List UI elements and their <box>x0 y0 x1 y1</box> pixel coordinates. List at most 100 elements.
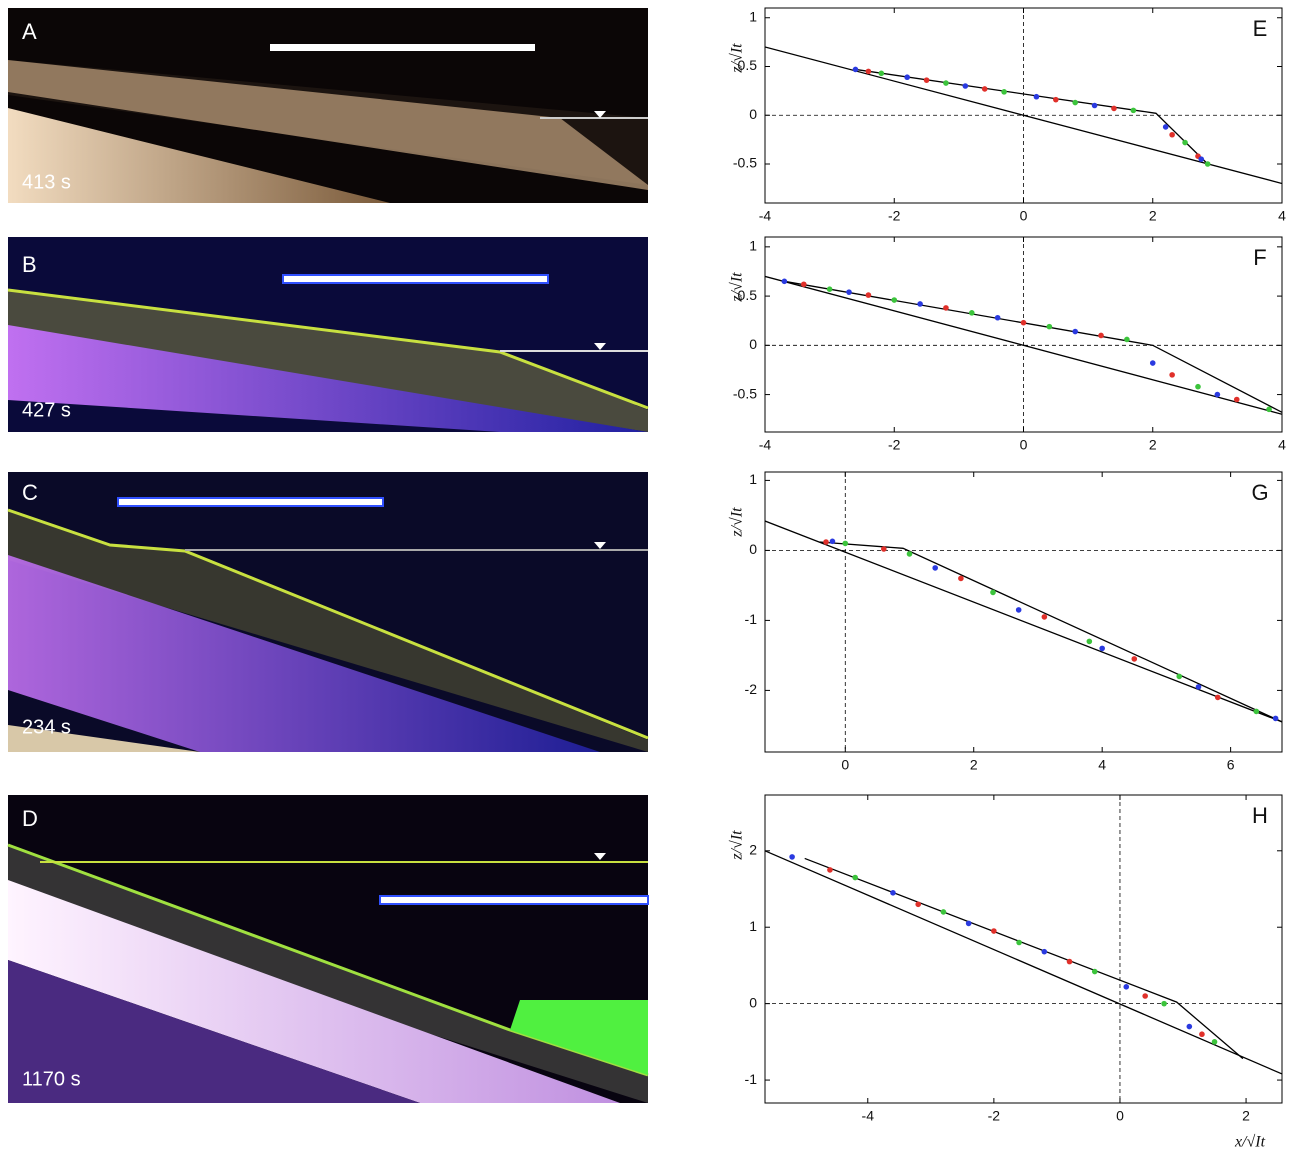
photo-label: D <box>22 806 38 831</box>
model-line <box>765 46 1282 185</box>
photo-c: C 234 s <box>7 472 649 752</box>
point <box>940 909 947 915</box>
point <box>1123 984 1130 990</box>
plot-area <box>765 275 1282 415</box>
photo-label: C <box>22 480 38 505</box>
point <box>1195 383 1201 390</box>
point <box>994 314 1001 321</box>
x-tick-label: -4 <box>759 437 772 453</box>
photo-time: 234 s <box>22 716 71 738</box>
point <box>1142 993 1148 999</box>
photo-time: 413 s <box>22 171 71 193</box>
point <box>1091 102 1098 109</box>
chart: -4 -2 0 2 4 -0.5 0 0.5 1 Ez/√It <box>729 7 1286 224</box>
x-tick-label: 2 <box>1149 437 1157 453</box>
point <box>1199 1031 1205 1038</box>
y-tick-label: 0.5 <box>738 57 758 73</box>
point <box>890 890 896 896</box>
point <box>1066 958 1073 965</box>
x-axis-label: x/√It <box>1234 1134 1266 1151</box>
photo-d: D 1170 s <box>7 795 649 1103</box>
chart: 0 2 4 6 -2 -1 0 1 Gz/√It <box>729 471 1283 773</box>
point <box>1046 323 1053 330</box>
point <box>1195 684 1202 690</box>
photo-label: B <box>22 252 37 277</box>
point <box>1169 372 1175 378</box>
y-tick-label: -2 <box>745 681 758 697</box>
x-tick-label: -2 <box>888 437 901 453</box>
point <box>878 70 885 77</box>
x-tick-label: 4 <box>1278 437 1286 453</box>
y-tick-label: -0.5 <box>733 155 757 171</box>
point <box>800 281 807 288</box>
y-tick-label: -1 <box>745 611 758 627</box>
point <box>1053 96 1059 103</box>
point <box>923 77 930 83</box>
point <box>1098 332 1104 339</box>
point <box>865 68 872 75</box>
model-line <box>765 850 1282 1075</box>
point <box>990 589 996 596</box>
point <box>1124 336 1130 343</box>
y-axis-label: z/√It <box>729 507 746 538</box>
y-tick-label: 0.5 <box>738 287 758 303</box>
panel-letter: H <box>1252 803 1268 828</box>
point <box>1169 131 1175 138</box>
y-tick-label: 0 <box>749 541 757 557</box>
point <box>969 310 975 316</box>
x-tick-label: 0 <box>1020 437 1028 453</box>
point <box>1072 328 1078 335</box>
plot-frame <box>764 794 1283 1104</box>
plot-area <box>765 46 1282 185</box>
x-tick-label: 0 <box>841 757 849 773</box>
point <box>991 928 997 934</box>
x-tick-label: 0 <box>1020 208 1028 224</box>
point <box>1086 638 1093 645</box>
point <box>1131 656 1138 662</box>
point <box>1198 156 1205 162</box>
model-line <box>765 275 1282 415</box>
point <box>789 854 795 860</box>
point <box>865 292 872 298</box>
model-line <box>765 520 1282 723</box>
y-tick-label: 0 <box>749 336 757 352</box>
x-tick-label: -2 <box>988 1108 1001 1124</box>
point <box>1099 645 1105 652</box>
point <box>881 546 887 552</box>
point <box>1111 105 1117 112</box>
point <box>891 297 898 303</box>
x-tick-label: 2 <box>1149 208 1157 224</box>
point <box>958 575 964 582</box>
point <box>1041 614 1048 620</box>
point <box>917 301 923 307</box>
point <box>1091 968 1098 975</box>
point <box>1033 93 1040 100</box>
point <box>1020 319 1027 326</box>
point <box>852 66 859 73</box>
point <box>823 539 829 545</box>
point <box>943 305 949 311</box>
panel-letter: F <box>1253 245 1266 270</box>
point <box>852 874 858 881</box>
point <box>826 286 833 292</box>
y-axis-label: z/√It <box>729 272 746 303</box>
model-line <box>804 857 1244 1060</box>
x-tick-label: 4 <box>1278 208 1286 224</box>
point <box>1214 391 1221 398</box>
chart: -4 -2 0 2 4 -0.5 0 0.5 1 Fz/√It <box>729 236 1286 453</box>
y-tick-label: 0 <box>749 994 757 1010</box>
point <box>829 538 836 545</box>
plot-area <box>765 520 1282 723</box>
point <box>1186 1023 1193 1030</box>
x-tick-label: 2 <box>970 757 978 773</box>
point <box>1204 161 1211 167</box>
point <box>1211 1039 1218 1045</box>
y-tick-label: 1 <box>749 8 757 24</box>
point <box>842 540 849 547</box>
photo-time: 427 s <box>22 399 71 421</box>
point <box>1176 673 1183 680</box>
point <box>1015 607 1022 613</box>
y-tick-label: 2 <box>749 841 757 857</box>
point <box>1233 396 1240 403</box>
